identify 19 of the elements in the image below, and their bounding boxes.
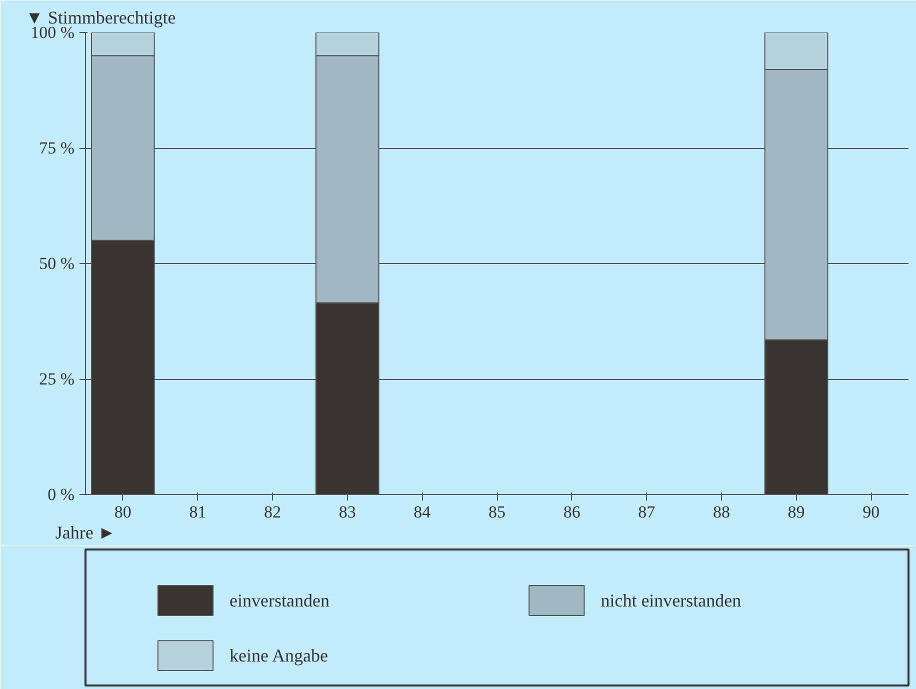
x-tick-label: 84 <box>414 502 432 522</box>
x-tick-label: 85 <box>488 502 506 522</box>
x-tick-label: 88 <box>712 502 730 522</box>
y-tick-label: 25 % <box>39 370 75 388</box>
legend-label: keine Angabe <box>230 646 328 666</box>
x-axis-title: Jahre ► <box>55 522 116 542</box>
y-tick-label: 75 % <box>39 138 75 158</box>
y-tick-label: 50 % <box>39 254 75 273</box>
x-tick-label: 86 <box>563 502 580 522</box>
x-tick-label: 81 <box>189 502 206 522</box>
legend-label: einverstanden <box>230 590 330 610</box>
x-tick-label: 80 <box>114 502 132 522</box>
y-tick-label: 0 % <box>48 485 75 504</box>
x-tick-label: 83 <box>338 502 356 522</box>
legend-label: nicht einverstanden <box>600 590 742 610</box>
x-tick-label: 82 <box>264 502 282 522</box>
x-tick-label: 90 <box>862 502 880 522</box>
x-tick-label: 89 <box>788 502 805 522</box>
x-tick-label: 87 <box>638 502 656 522</box>
